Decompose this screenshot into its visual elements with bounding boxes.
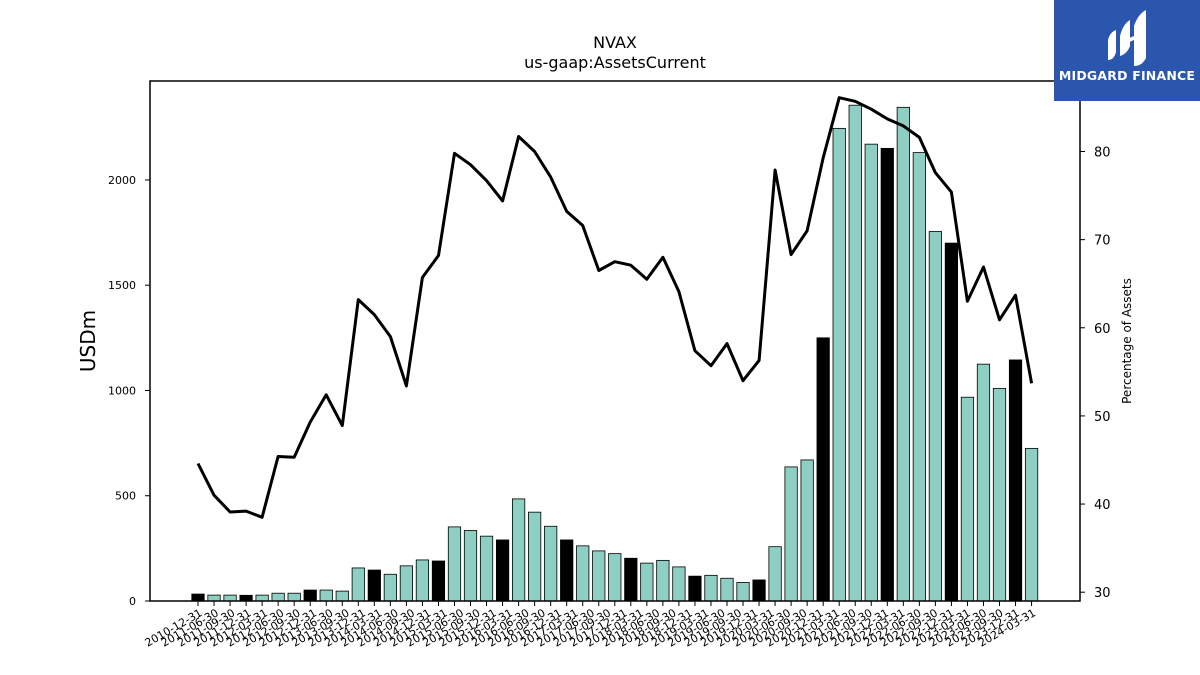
y-tick-label: 1000 bbox=[108, 384, 136, 397]
bar bbox=[752, 579, 766, 602]
bar bbox=[608, 553, 622, 602]
bar bbox=[1024, 447, 1039, 602]
bar bbox=[736, 582, 750, 602]
bar bbox=[335, 590, 349, 602]
y-tick-label: 2000 bbox=[108, 174, 136, 187]
y2-tick-label: 30 bbox=[1094, 586, 1111, 601]
chart-title: NVAX bbox=[593, 33, 637, 52]
bar bbox=[239, 594, 253, 602]
bar bbox=[223, 594, 237, 602]
bar bbox=[367, 569, 381, 602]
bar bbox=[255, 594, 269, 602]
bar bbox=[960, 396, 975, 602]
bar bbox=[992, 387, 1007, 602]
bar bbox=[576, 545, 590, 602]
y2-tick-label: 50 bbox=[1094, 410, 1111, 425]
bar bbox=[912, 152, 926, 602]
y2-tick-label: 40 bbox=[1094, 498, 1111, 513]
bar bbox=[528, 511, 542, 602]
y-tick-label: 0 bbox=[129, 595, 136, 608]
bar bbox=[976, 363, 991, 602]
bar-series bbox=[191, 104, 1039, 602]
bar bbox=[287, 592, 301, 602]
bar bbox=[495, 539, 510, 602]
bar bbox=[816, 337, 830, 602]
x-axis: 2010-12-312011-06-302011-09-302011-12-31… bbox=[143, 601, 1038, 650]
bar bbox=[864, 143, 878, 602]
bar bbox=[928, 231, 942, 602]
bar bbox=[944, 242, 959, 602]
bar bbox=[399, 565, 413, 602]
bar bbox=[479, 535, 494, 602]
bar bbox=[512, 498, 526, 602]
bar bbox=[784, 466, 798, 602]
left-axis: 0 500 1000 1500 2000 bbox=[108, 174, 150, 608]
bar bbox=[672, 566, 686, 602]
bar bbox=[592, 550, 606, 602]
bar bbox=[768, 546, 782, 602]
midgard-finance-logo: MIDGARD FINANCE bbox=[1054, 0, 1200, 101]
bar bbox=[319, 589, 333, 602]
bar bbox=[303, 589, 317, 602]
bar bbox=[463, 530, 478, 602]
right-axis: 30 40 50 60 70 80 bbox=[1080, 146, 1111, 601]
y-axis-label: USDm bbox=[76, 310, 100, 372]
bar bbox=[720, 577, 734, 602]
bar bbox=[271, 592, 285, 602]
logo-text: MIDGARD FINANCE bbox=[1058, 68, 1196, 83]
bar bbox=[656, 559, 670, 602]
y-tick-label: 500 bbox=[115, 490, 136, 503]
bar bbox=[688, 575, 702, 602]
bar bbox=[560, 539, 574, 602]
bar bbox=[848, 104, 862, 602]
bar bbox=[191, 593, 205, 602]
bar bbox=[207, 594, 221, 602]
y-tick-label: 1500 bbox=[108, 279, 136, 292]
bar bbox=[351, 567, 365, 602]
bar bbox=[624, 557, 638, 602]
bar bbox=[1008, 359, 1023, 602]
y2-tick-label: 60 bbox=[1094, 322, 1111, 337]
percentage-line bbox=[196, 96, 1034, 519]
bar bbox=[383, 573, 397, 602]
bar bbox=[832, 127, 846, 602]
y2-tick-label: 80 bbox=[1094, 146, 1111, 161]
bar bbox=[431, 560, 446, 602]
chart-subtitle: us-gaap:AssetsCurrent bbox=[524, 53, 706, 72]
bar bbox=[415, 559, 430, 602]
bar bbox=[880, 147, 894, 602]
bar bbox=[896, 106, 910, 602]
bar bbox=[800, 459, 814, 602]
bar bbox=[704, 574, 718, 602]
y2-tick-label: 70 bbox=[1094, 234, 1111, 249]
midgard-logo-icon bbox=[1108, 10, 1146, 66]
bar bbox=[447, 526, 462, 602]
y2-axis-label: Percentage of Assets bbox=[1120, 278, 1134, 404]
bar bbox=[640, 562, 654, 602]
bar bbox=[544, 525, 558, 602]
